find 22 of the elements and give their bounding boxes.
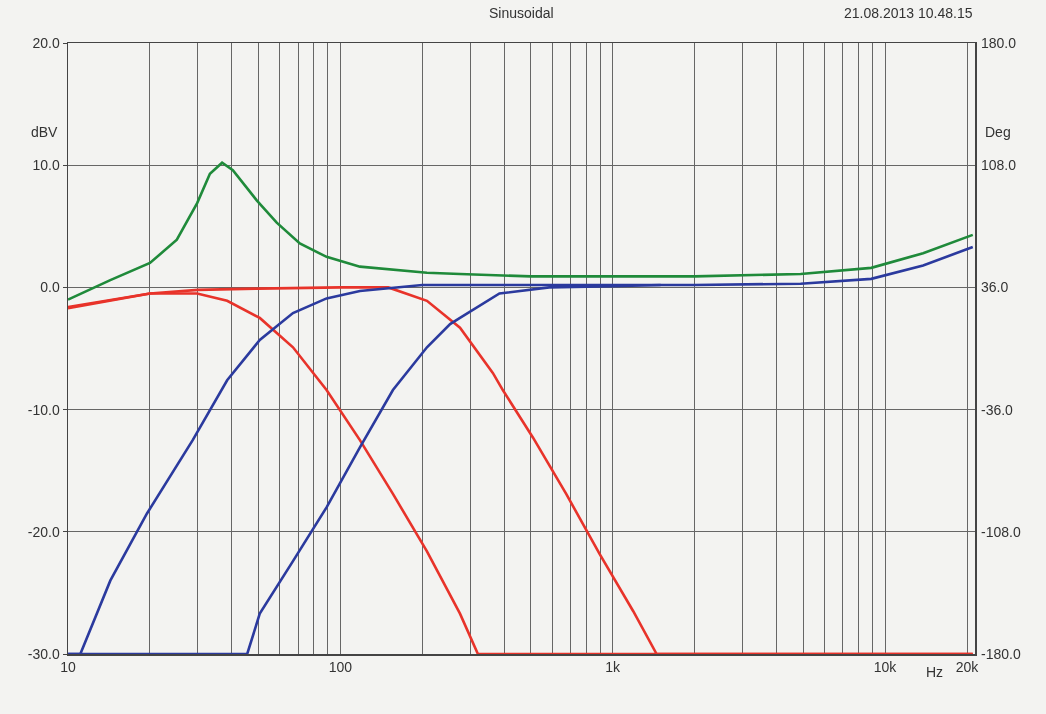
y2-tick-label: -180.0 <box>981 646 1021 662</box>
x-tick-label: 100 <box>328 659 353 676</box>
y2-tick-label: 180.0 <box>981 35 1017 51</box>
y-axis-title: dBV <box>31 124 59 140</box>
y2-tick-label: 108.0 <box>981 157 1017 173</box>
x-axis-title: Hz <box>926 664 944 680</box>
x-tick-label: 10k <box>873 659 898 676</box>
y2-tick-label: -108.0 <box>981 524 1021 540</box>
y-tick-label: 10.0 <box>32 157 60 174</box>
y-tick-label: -30.0 <box>27 645 60 662</box>
chart-title: Sinusoidal <box>489 5 554 21</box>
text: 21.08.2013 10.48.15 <box>844 5 973 21</box>
x-tick-label: 20k <box>955 659 980 676</box>
y-tick-label: 0.0 <box>40 279 60 296</box>
x-tick-label: 10 <box>60 659 76 676</box>
y2-tick-label: -36.0 <box>981 402 1014 418</box>
x-tick-label: 1k <box>605 659 622 676</box>
y2-tick-label: 36.0 <box>981 279 1009 295</box>
y-tick-label: 20.0 <box>32 34 60 51</box>
y-tick-label: -20.0 <box>27 523 60 540</box>
y2-axis-title: Deg <box>985 124 1011 140</box>
y-tick-label: -10.0 <box>27 401 60 418</box>
